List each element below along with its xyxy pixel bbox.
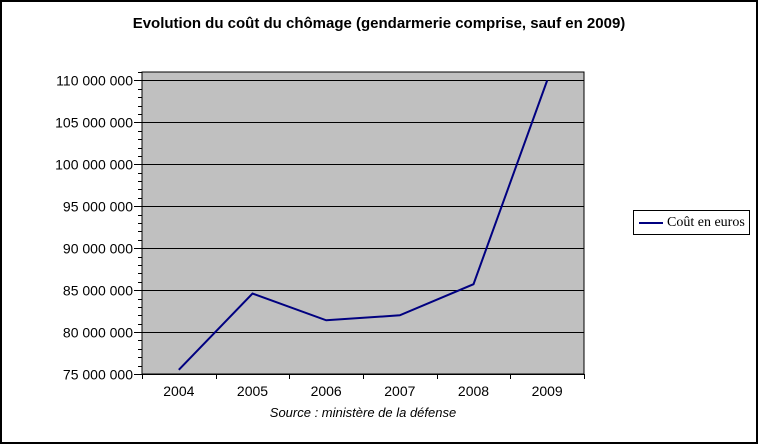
y-axis-label: 80 000 000 (63, 325, 133, 341)
y-axis-label: 75 000 000 (63, 367, 133, 383)
legend-line-sample-icon (639, 221, 663, 224)
y-axis-label: 105 000 000 (55, 115, 133, 131)
legend: Coût en euros (633, 210, 750, 235)
x-axis-label: 2008 (458, 383, 489, 399)
y-axis-label: 85 000 000 (63, 283, 133, 299)
y-axis-label: 95 000 000 (63, 199, 133, 215)
x-axis-label: 2005 (237, 383, 268, 399)
x-axis-label: 2007 (384, 383, 415, 399)
source-note: Source : ministère de la défense (269, 405, 457, 420)
y-axis-label: 90 000 000 (63, 241, 133, 257)
x-axis-label: 2009 (532, 383, 563, 399)
x-axis-label: 2006 (311, 383, 342, 399)
plot-area (141, 71, 585, 375)
legend-label: Coût en euros (667, 214, 745, 230)
x-axis-label: 2004 (163, 383, 194, 399)
chart-title: Evolution du coût du chômage (gendarmeri… (132, 15, 626, 32)
y-axis-label: 110 000 000 (56, 73, 133, 89)
y-axis-label: 100 000 000 (55, 157, 133, 173)
data-line (178, 80, 549, 371)
